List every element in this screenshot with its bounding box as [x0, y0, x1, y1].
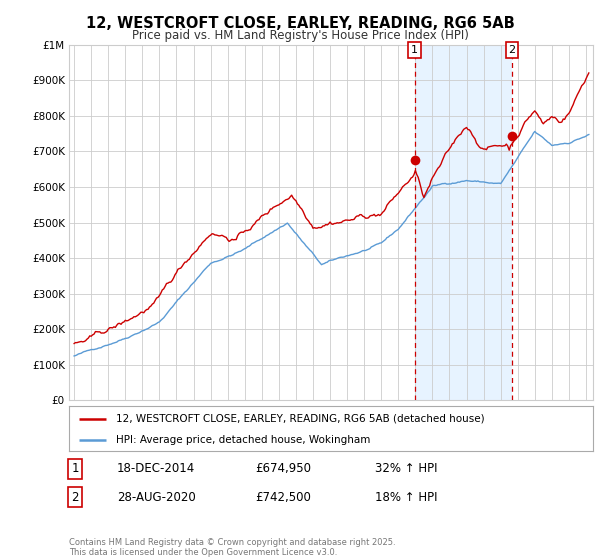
Text: 1: 1 [71, 462, 79, 475]
Text: £674,950: £674,950 [255, 462, 311, 475]
Text: 1: 1 [411, 45, 418, 55]
Text: Contains HM Land Registry data © Crown copyright and database right 2025.
This d: Contains HM Land Registry data © Crown c… [69, 538, 395, 557]
Text: 12, WESTCROFT CLOSE, EARLEY, READING, RG6 5AB: 12, WESTCROFT CLOSE, EARLEY, READING, RG… [86, 16, 514, 31]
Text: 12, WESTCROFT CLOSE, EARLEY, READING, RG6 5AB (detached house): 12, WESTCROFT CLOSE, EARLEY, READING, RG… [116, 413, 485, 423]
Text: £742,500: £742,500 [255, 491, 311, 504]
Bar [415, 45, 512, 400]
Text: 2: 2 [71, 491, 79, 504]
Text: 32% ↑ HPI: 32% ↑ HPI [375, 462, 437, 475]
Text: 18-DEC-2014: 18-DEC-2014 [117, 462, 195, 475]
Text: 18% ↑ HPI: 18% ↑ HPI [375, 491, 437, 504]
Text: 28-AUG-2020: 28-AUG-2020 [117, 491, 196, 504]
Text: Price paid vs. HM Land Registry's House Price Index (HPI): Price paid vs. HM Land Registry's House … [131, 29, 469, 42]
Text: 2: 2 [508, 45, 515, 55]
Text: HPI: Average price, detached house, Wokingham: HPI: Average price, detached house, Woki… [116, 435, 371, 445]
